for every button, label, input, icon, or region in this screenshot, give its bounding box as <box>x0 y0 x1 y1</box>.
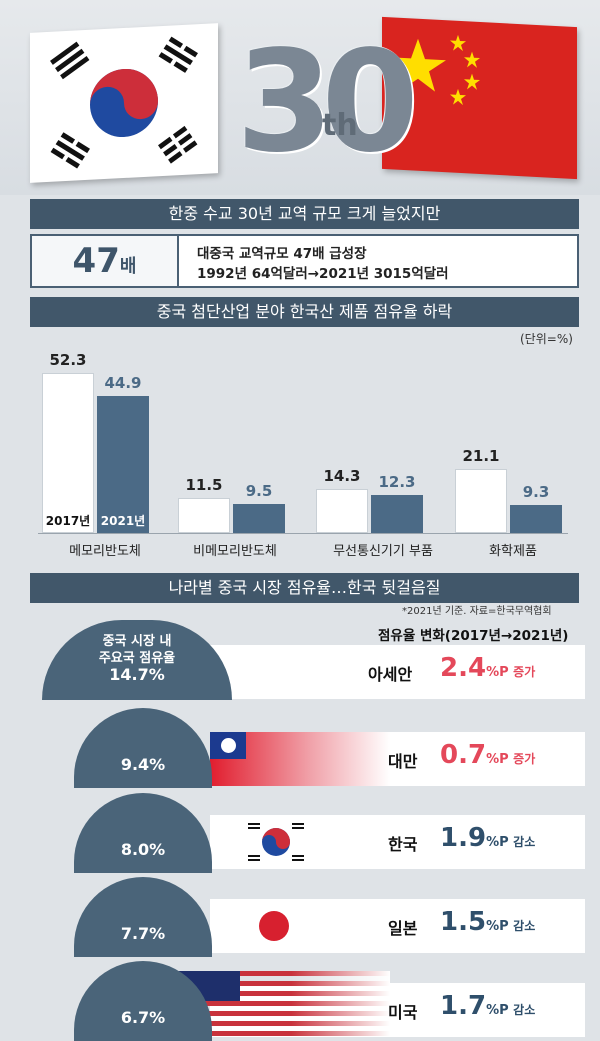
country-name: 일본 <box>388 919 418 938</box>
bar-2017 <box>455 468 507 533</box>
trade-line-1: 대중국 교역규모 47배 급성장 <box>197 246 367 262</box>
value-label-2017: 52.3 <box>49 351 87 370</box>
section3-title: 나라별 중국 시장 점유율…한국 뒷걸음질 <box>30 573 579 603</box>
change-value: 2.4%P 증가 <box>440 653 535 683</box>
multiplier-cell: 47배 <box>32 236 179 286</box>
value-label-2017: 21.1 <box>462 446 500 465</box>
country-name: 대만 <box>388 752 418 771</box>
trade-line-2: 1992년 64억달러→2021년 3015억달러 <box>197 266 449 282</box>
source-note: *2021년 기준. 자료=한국무역협회 <box>402 606 552 617</box>
change-direction: 감소 <box>513 1003 536 1017</box>
bar-2017 <box>316 489 368 533</box>
section1-title: 한중 수교 30년 교역 규모 크게 늘었지만 <box>30 199 579 229</box>
value-label-2017: 14.3 <box>323 467 361 486</box>
multiplier-unit: 배 <box>119 256 137 277</box>
value-label-2017: 11.5 <box>185 475 223 494</box>
bar-2017 <box>178 497 230 533</box>
change-value: 0.7%P 증가 <box>440 740 535 770</box>
change-number: 1.7 <box>440 991 487 1021</box>
multiplier-number: 47 <box>72 241 120 281</box>
japan-flag-icon <box>259 911 289 941</box>
change-direction: 증가 <box>513 752 536 766</box>
bar-2021 <box>510 504 562 533</box>
change-direction: 감소 <box>513 835 536 849</box>
china-flag-icon <box>382 16 577 180</box>
bar-chart: 52.3 44.9 메모리반도체 11.5 9.5 비메모리반도체 14.3 12.3 무선통신… <box>42 351 562 559</box>
change-unit: %P <box>486 752 514 767</box>
change-unit: %P <box>486 835 514 850</box>
taiwan-flag-sun <box>221 738 236 753</box>
country-row-band <box>210 645 585 699</box>
bar-2021 <box>97 396 149 533</box>
value-label-2021: 44.9 <box>104 374 142 393</box>
change-header: 점유율 변화(2017년→2021년) <box>378 628 569 644</box>
change-value: 1.5%P 감소 <box>440 907 535 937</box>
change-unit: %P <box>486 1003 514 1018</box>
chart-baseline <box>38 533 568 534</box>
share-value: 7.7% <box>120 924 166 943</box>
country-name: 미국 <box>388 1003 418 1022</box>
value-label-2021: 9.3 <box>522 482 550 501</box>
korea-flag-small-icon <box>240 817 312 867</box>
share-circle <box>74 708 212 788</box>
anniversary-suffix: th <box>322 108 358 143</box>
change-number: 1.9 <box>440 823 487 853</box>
country-name: 한국 <box>388 835 418 854</box>
circle-caption-2: 주요국 점유율 <box>98 651 176 666</box>
change-number: 1.5 <box>440 907 487 937</box>
category-label: 무선통신기기 부품 <box>333 544 433 559</box>
change-unit: %P <box>486 919 514 934</box>
share-value: 8.0% <box>120 840 166 859</box>
section2-title: 중국 첨단산업 분야 한국산 제품 점유율 하락 <box>30 297 579 327</box>
value-label-2021: 12.3 <box>378 473 416 492</box>
share-value: 6.7% <box>120 1008 166 1027</box>
share-value: 9.4% <box>120 755 166 774</box>
legend-2021: 2021년 <box>100 514 146 528</box>
change-number: 2.4 <box>440 653 487 683</box>
legend-2017: 2017년 <box>45 514 91 528</box>
share-circle <box>74 793 212 873</box>
value-label-2021: 9.5 <box>245 482 273 501</box>
chart-unit: (단위=%) <box>520 332 573 346</box>
change-direction: 감소 <box>513 919 536 933</box>
bar-2017 <box>42 373 94 533</box>
bar-2021 <box>233 504 285 533</box>
trade-summary-box: 47배 대중국 교역규모 47배 급성장 1992년 64억달러→2021년 3… <box>30 234 579 288</box>
korea-flag-icon <box>30 23 218 183</box>
country-name: 아세안 <box>368 665 413 684</box>
change-value: 1.7%P 감소 <box>440 991 535 1021</box>
change-value: 1.9%P 감소 <box>440 823 535 853</box>
change-direction: 증가 <box>513 665 536 679</box>
category-label: 화학제품 <box>489 544 537 559</box>
category-label: 비메모리반도체 <box>193 544 277 559</box>
bar-2021 <box>371 495 423 533</box>
change-unit: %P <box>486 665 514 680</box>
change-number: 0.7 <box>440 740 487 770</box>
category-label: 메모리반도체 <box>69 544 141 559</box>
share-circle <box>74 877 212 957</box>
share-value: 14.7% <box>109 665 165 684</box>
circle-caption-1: 중국 시장 내 <box>102 634 172 649</box>
